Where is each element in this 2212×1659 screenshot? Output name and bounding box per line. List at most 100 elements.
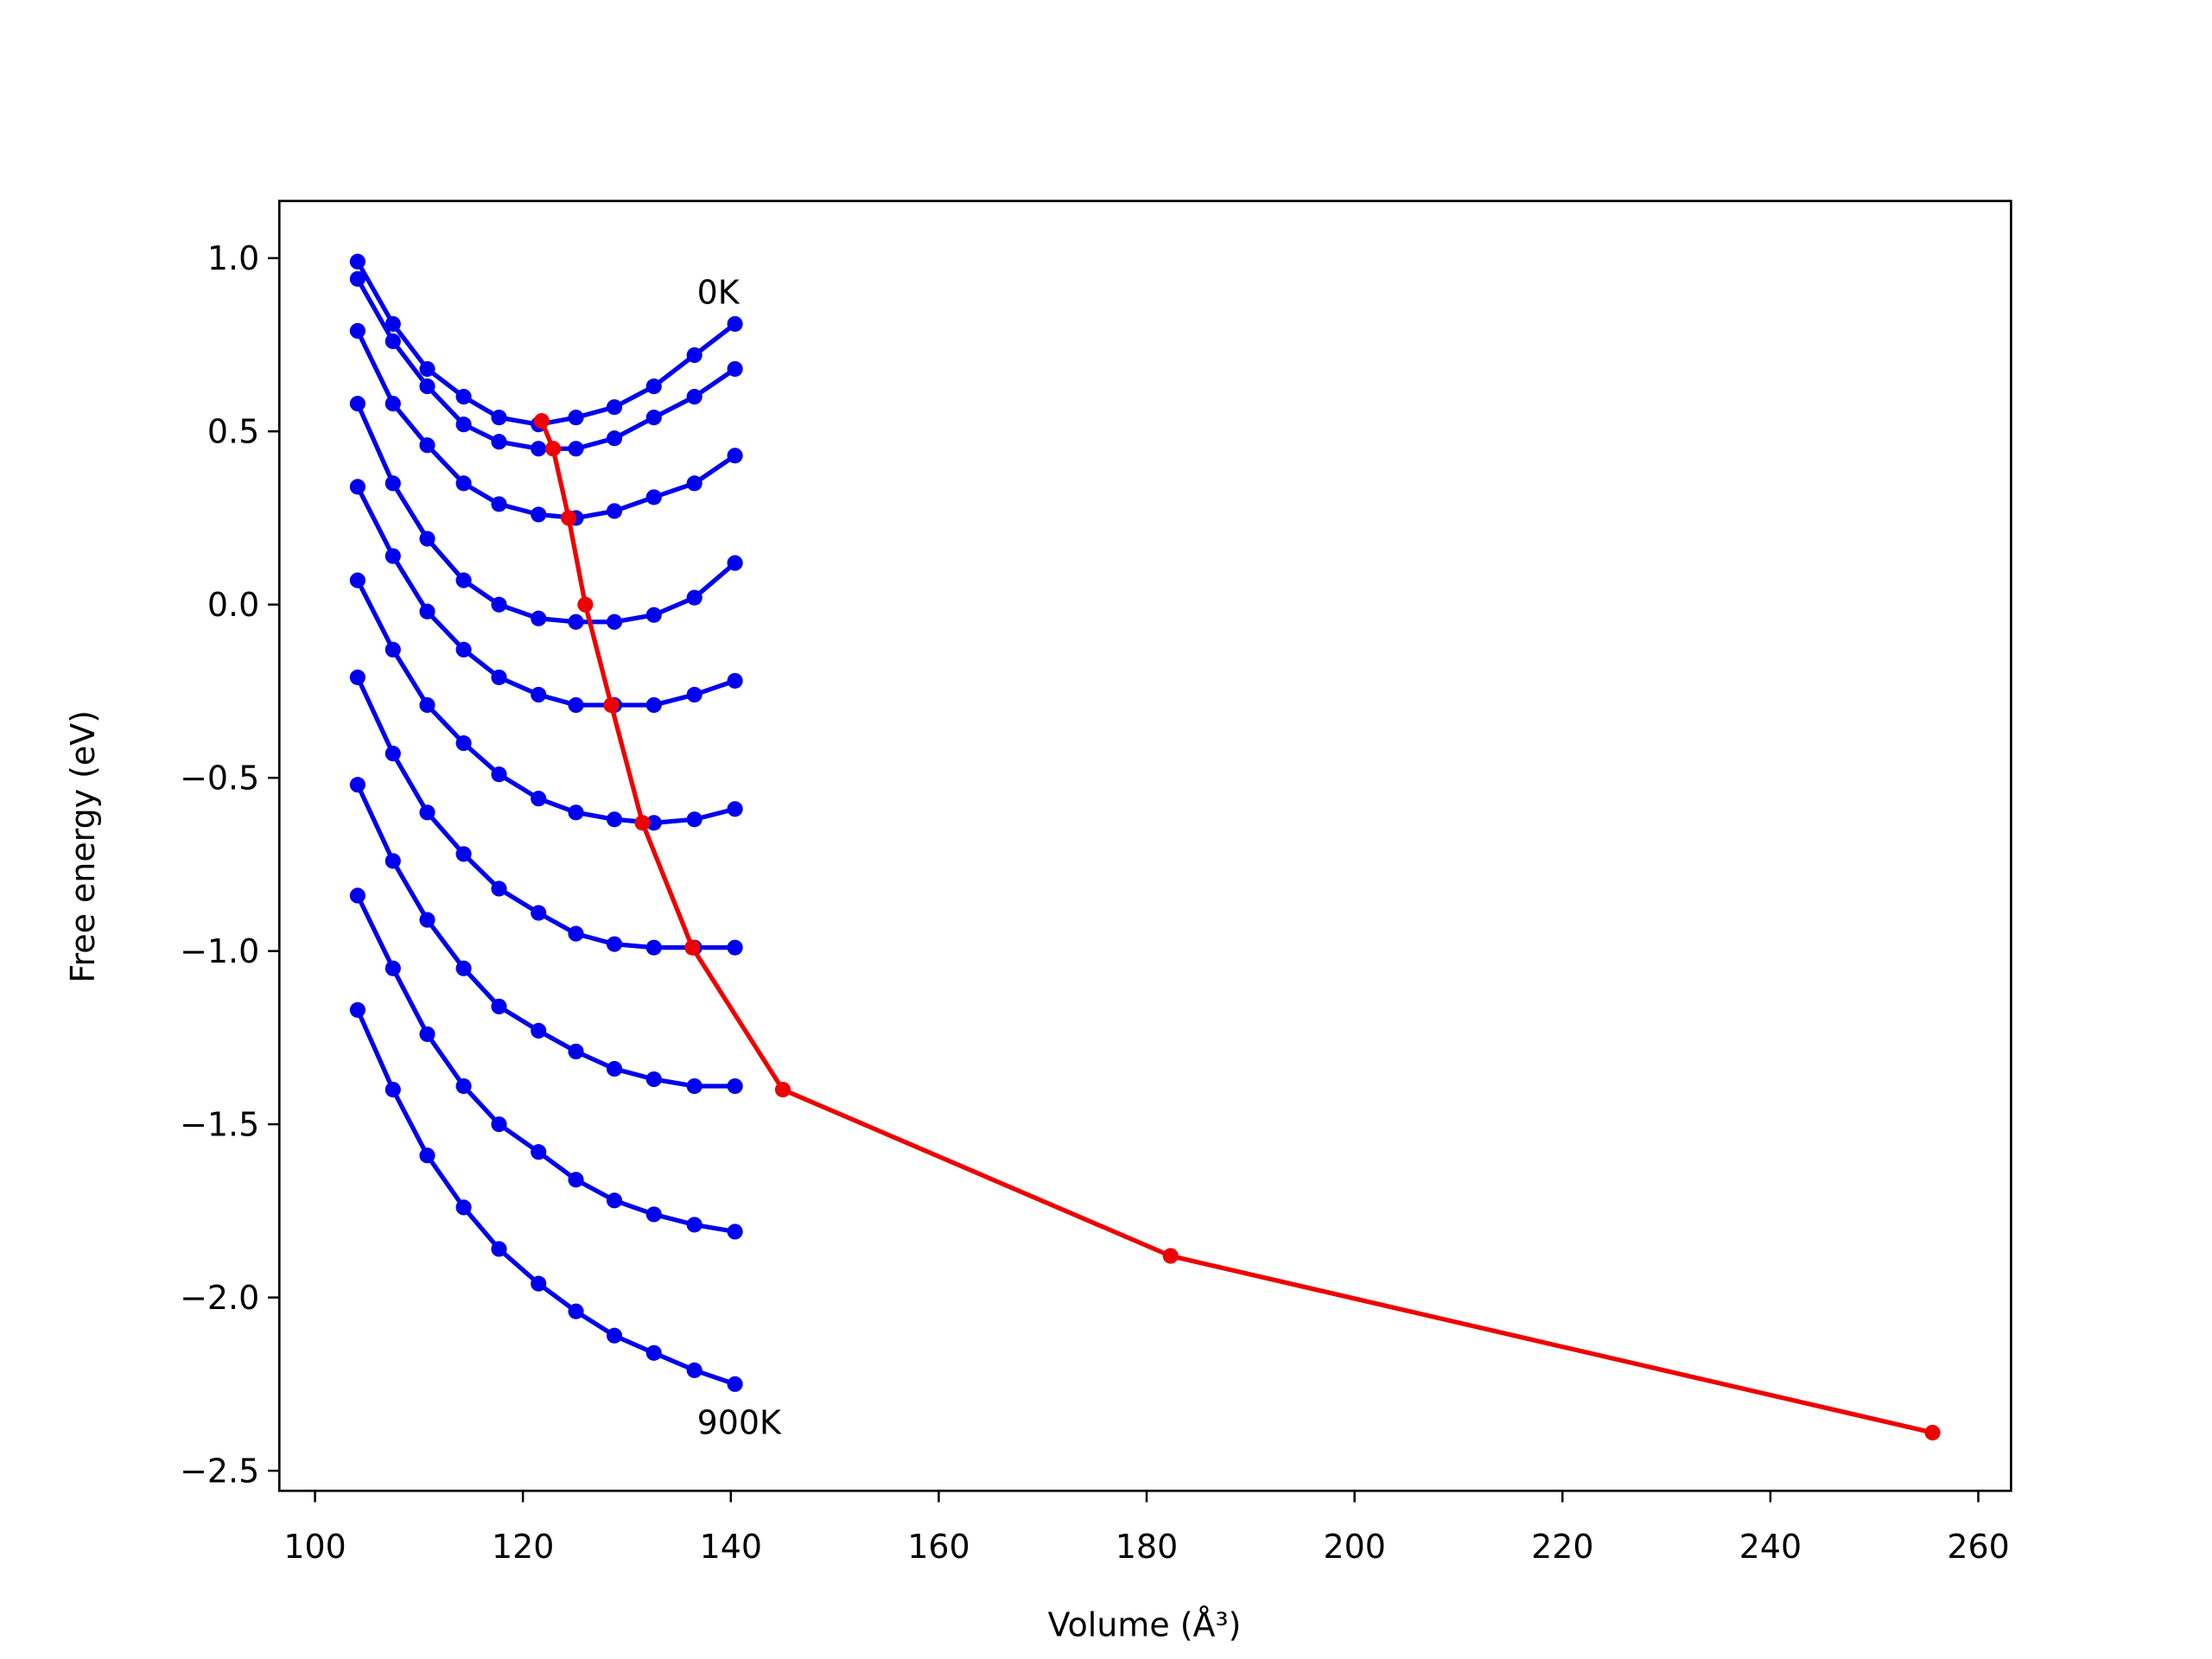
point [727, 801, 743, 817]
point [561, 510, 577, 526]
point [455, 475, 472, 492]
point [349, 572, 365, 588]
point [385, 853, 401, 869]
point [349, 777, 365, 793]
point [727, 448, 743, 464]
x-tick-label: 100 [283, 1528, 346, 1566]
line [539, 420, 1934, 1435]
point [686, 1362, 702, 1378]
point [419, 804, 435, 821]
point [531, 1022, 547, 1039]
point [349, 322, 365, 340]
point [419, 1147, 435, 1164]
y-tick-label: 0.0 [207, 586, 259, 624]
point [568, 1043, 584, 1060]
point [568, 1303, 584, 1319]
point [531, 686, 547, 703]
point [686, 686, 702, 703]
point [455, 735, 472, 752]
point [606, 811, 623, 828]
point [385, 960, 401, 976]
point [577, 596, 594, 613]
point [684, 939, 701, 956]
point [686, 1217, 702, 1233]
point [349, 669, 365, 685]
point [491, 434, 507, 450]
x-axis-label: Volume (Å³) [1048, 1606, 1242, 1644]
y-tick-label: −2.5 [180, 1452, 259, 1490]
point [686, 589, 702, 606]
point [419, 1026, 435, 1042]
point [419, 531, 435, 547]
point [645, 378, 662, 395]
point [645, 696, 662, 714]
point [727, 360, 743, 378]
point [531, 441, 547, 457]
y-tick-label: −1.0 [180, 932, 259, 970]
point [533, 413, 550, 429]
point [606, 1327, 623, 1344]
point [455, 960, 472, 976]
point [686, 389, 702, 405]
point [491, 1116, 507, 1133]
point [686, 346, 702, 364]
x-tick-label: 180 [1116, 1528, 1178, 1566]
point [455, 389, 472, 405]
point [531, 905, 547, 921]
point [385, 396, 401, 412]
point [727, 939, 743, 956]
point [686, 1077, 702, 1095]
y-tick-label: −2.0 [180, 1279, 259, 1317]
point [727, 1077, 743, 1095]
point [727, 555, 743, 571]
point [419, 378, 435, 395]
point [455, 641, 472, 658]
point [349, 270, 365, 287]
point [606, 1192, 623, 1209]
point [491, 1241, 507, 1257]
point [634, 815, 651, 831]
point [568, 696, 584, 714]
point [606, 430, 623, 447]
point [349, 887, 365, 904]
point [727, 672, 743, 689]
annotation: 900K [697, 1403, 782, 1441]
point [455, 846, 472, 862]
point [606, 503, 623, 519]
y-tick-label: 0.5 [207, 412, 259, 450]
point [568, 410, 584, 426]
point [455, 416, 472, 433]
x-tick-label: 260 [1947, 1528, 2009, 1566]
plot-frame [277, 200, 2012, 1492]
point [491, 669, 507, 685]
point [645, 939, 662, 956]
point [545, 441, 562, 457]
point [455, 1199, 472, 1216]
point [531, 791, 547, 807]
x-tick-label: 240 [1739, 1528, 1802, 1566]
point [568, 1172, 584, 1188]
point [531, 1275, 547, 1292]
point [606, 613, 623, 630]
x-tick-label: 200 [1323, 1528, 1385, 1566]
point [491, 880, 507, 897]
point [645, 815, 662, 831]
point [531, 506, 547, 523]
point [645, 410, 662, 426]
point [645, 607, 662, 623]
point [645, 1206, 662, 1223]
y-tick-label: −0.5 [180, 759, 259, 797]
point [491, 766, 507, 783]
point [686, 811, 702, 828]
point [419, 603, 435, 620]
y-axis-label: Free energy (eV) [64, 710, 102, 983]
point [1162, 1248, 1179, 1264]
point [686, 475, 702, 492]
point [419, 360, 435, 378]
point [568, 804, 584, 821]
point [419, 696, 435, 714]
point [645, 1071, 662, 1088]
point [491, 998, 507, 1014]
